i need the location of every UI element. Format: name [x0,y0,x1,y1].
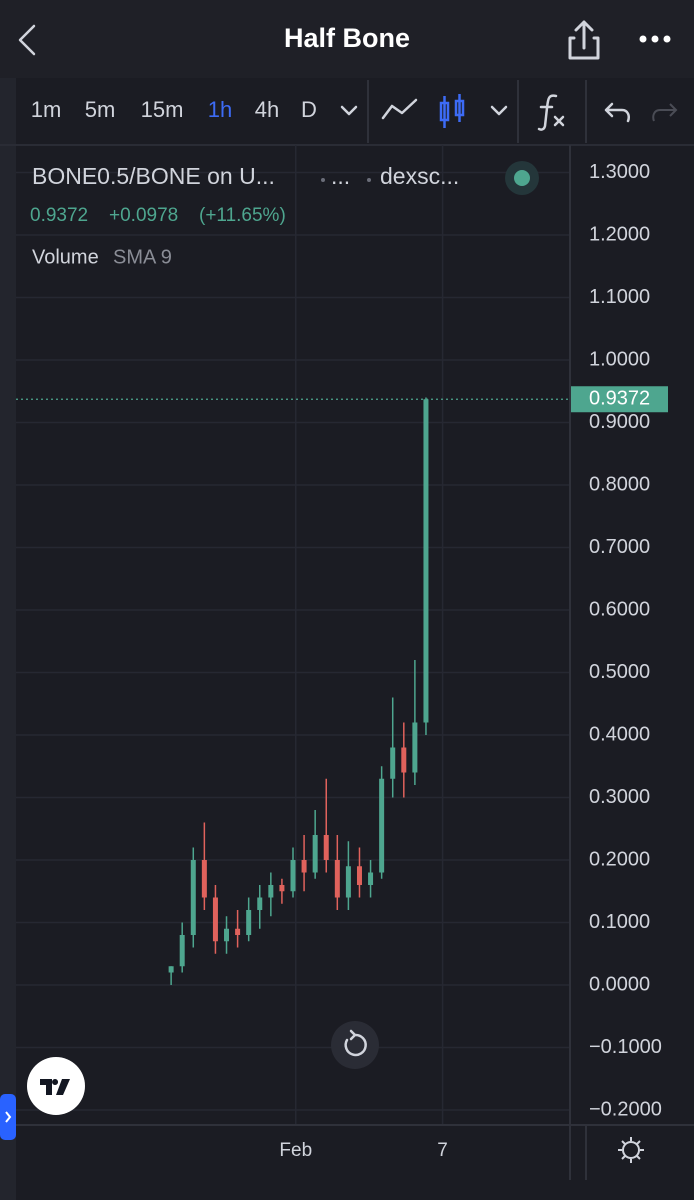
y-tick-label: 0.0000 [589,973,650,995]
side-panel-tab[interactable] [0,1094,16,1140]
interval-button[interactable]: D [301,97,317,122]
back-button[interactable] [18,24,36,56]
candle-body [290,860,296,892]
y-tick-label: 0.6000 [589,598,650,620]
y-tick-label: 0.9000 [589,411,650,433]
candle-body [323,835,329,860]
candle-body [168,966,174,973]
candle-body [279,885,285,892]
page-title: Half Bone [284,23,410,53]
candle-body [334,860,340,898]
y-tick-label: 1.1000 [589,286,650,308]
candle-body [179,935,185,967]
candle-chart-button[interactable] [439,94,465,128]
chart: 1.3000 1.2000 1.1000 1.0000 0.9000 0.8000 0.70… [16,145,668,1161]
indicator-params: SMA 9 [113,246,172,268]
candle-body [201,860,207,898]
candle-body [301,860,307,873]
y-tick-label: 0.2000 [589,848,650,870]
price-change-percent: (+11.65%) [199,205,286,226]
exchange: ... [331,163,350,189]
y-tick-label: 0.7000 [589,536,650,558]
interval-button[interactable]: 15m [141,97,184,122]
y-tick-label: −0.2000 [589,1098,662,1120]
candle-body [235,928,241,935]
candle-body [257,897,263,910]
interval-button[interactable]: 5m [85,97,116,122]
reset-icon [344,1029,367,1057]
interval-button[interactable]: 4h [255,97,279,122]
side-panel-arrow [5,1111,12,1123]
candle-body [268,885,274,898]
y-tick-label: 1.3000 [589,161,650,183]
candle-body [423,399,429,723]
interval-button[interactable]: 1m [31,97,62,122]
tradingview-mark [40,1079,70,1095]
candle-body [356,866,362,885]
candle-body [224,928,230,942]
tradingview-logo[interactable] [27,1057,85,1115]
y-tick-label: 0.1000 [589,911,650,933]
candle-body [345,866,351,898]
y-tick-label: 1.0000 [589,348,650,370]
price-change: +0.0978 [109,205,178,226]
candle-body [246,910,252,935]
indicators-button[interactable] [537,94,565,131]
status-dot [514,170,530,186]
candle-body [312,835,318,873]
candle-body [401,747,407,773]
current-price-box [570,386,668,413]
line-chart-button[interactable] [381,98,418,120]
chart-type-dropdown[interactable] [490,105,508,116]
share-button[interactable] [568,20,600,60]
candle-body [412,722,418,773]
candle-body [190,860,196,935]
candle-body [390,747,396,779]
x-tick-label: Feb [279,1140,312,1161]
candle-body [368,872,374,885]
source: dexsc... [380,163,459,189]
current-price-label: 0.9372 [589,388,650,410]
toolbar: 1m 5m 15m 1h 4h D [31,97,317,122]
candle-body [379,778,385,873]
y-tick-label: 0.8000 [589,473,650,495]
left-strip [0,78,16,1200]
y-tick-label: 1.2000 [589,223,650,245]
last-price: 0.9372 [30,205,88,226]
indicator-name: Volume [32,246,99,268]
header-bar [0,0,694,78]
settings-button[interactable] [618,1137,644,1163]
y-tick-label: 0.4000 [589,723,650,745]
reset-button[interactable] [331,1021,379,1069]
undo-button[interactable] [604,102,630,123]
more-button[interactable] [639,35,671,43]
y-tick-label: −0.1000 [589,1036,662,1058]
redo-button[interactable] [652,103,678,122]
x-tick-label: 7 [437,1140,448,1161]
candle-body [212,897,218,942]
symbol: BONE0.5/BONE on U... [32,163,275,189]
dot [321,178,325,182]
y-tick-label: 0.5000 [589,661,650,683]
dot [367,178,371,182]
interval-button[interactable]: 1h [208,97,232,122]
interval-dropdown[interactable] [340,105,358,116]
y-tick-label: 0.3000 [589,786,650,808]
